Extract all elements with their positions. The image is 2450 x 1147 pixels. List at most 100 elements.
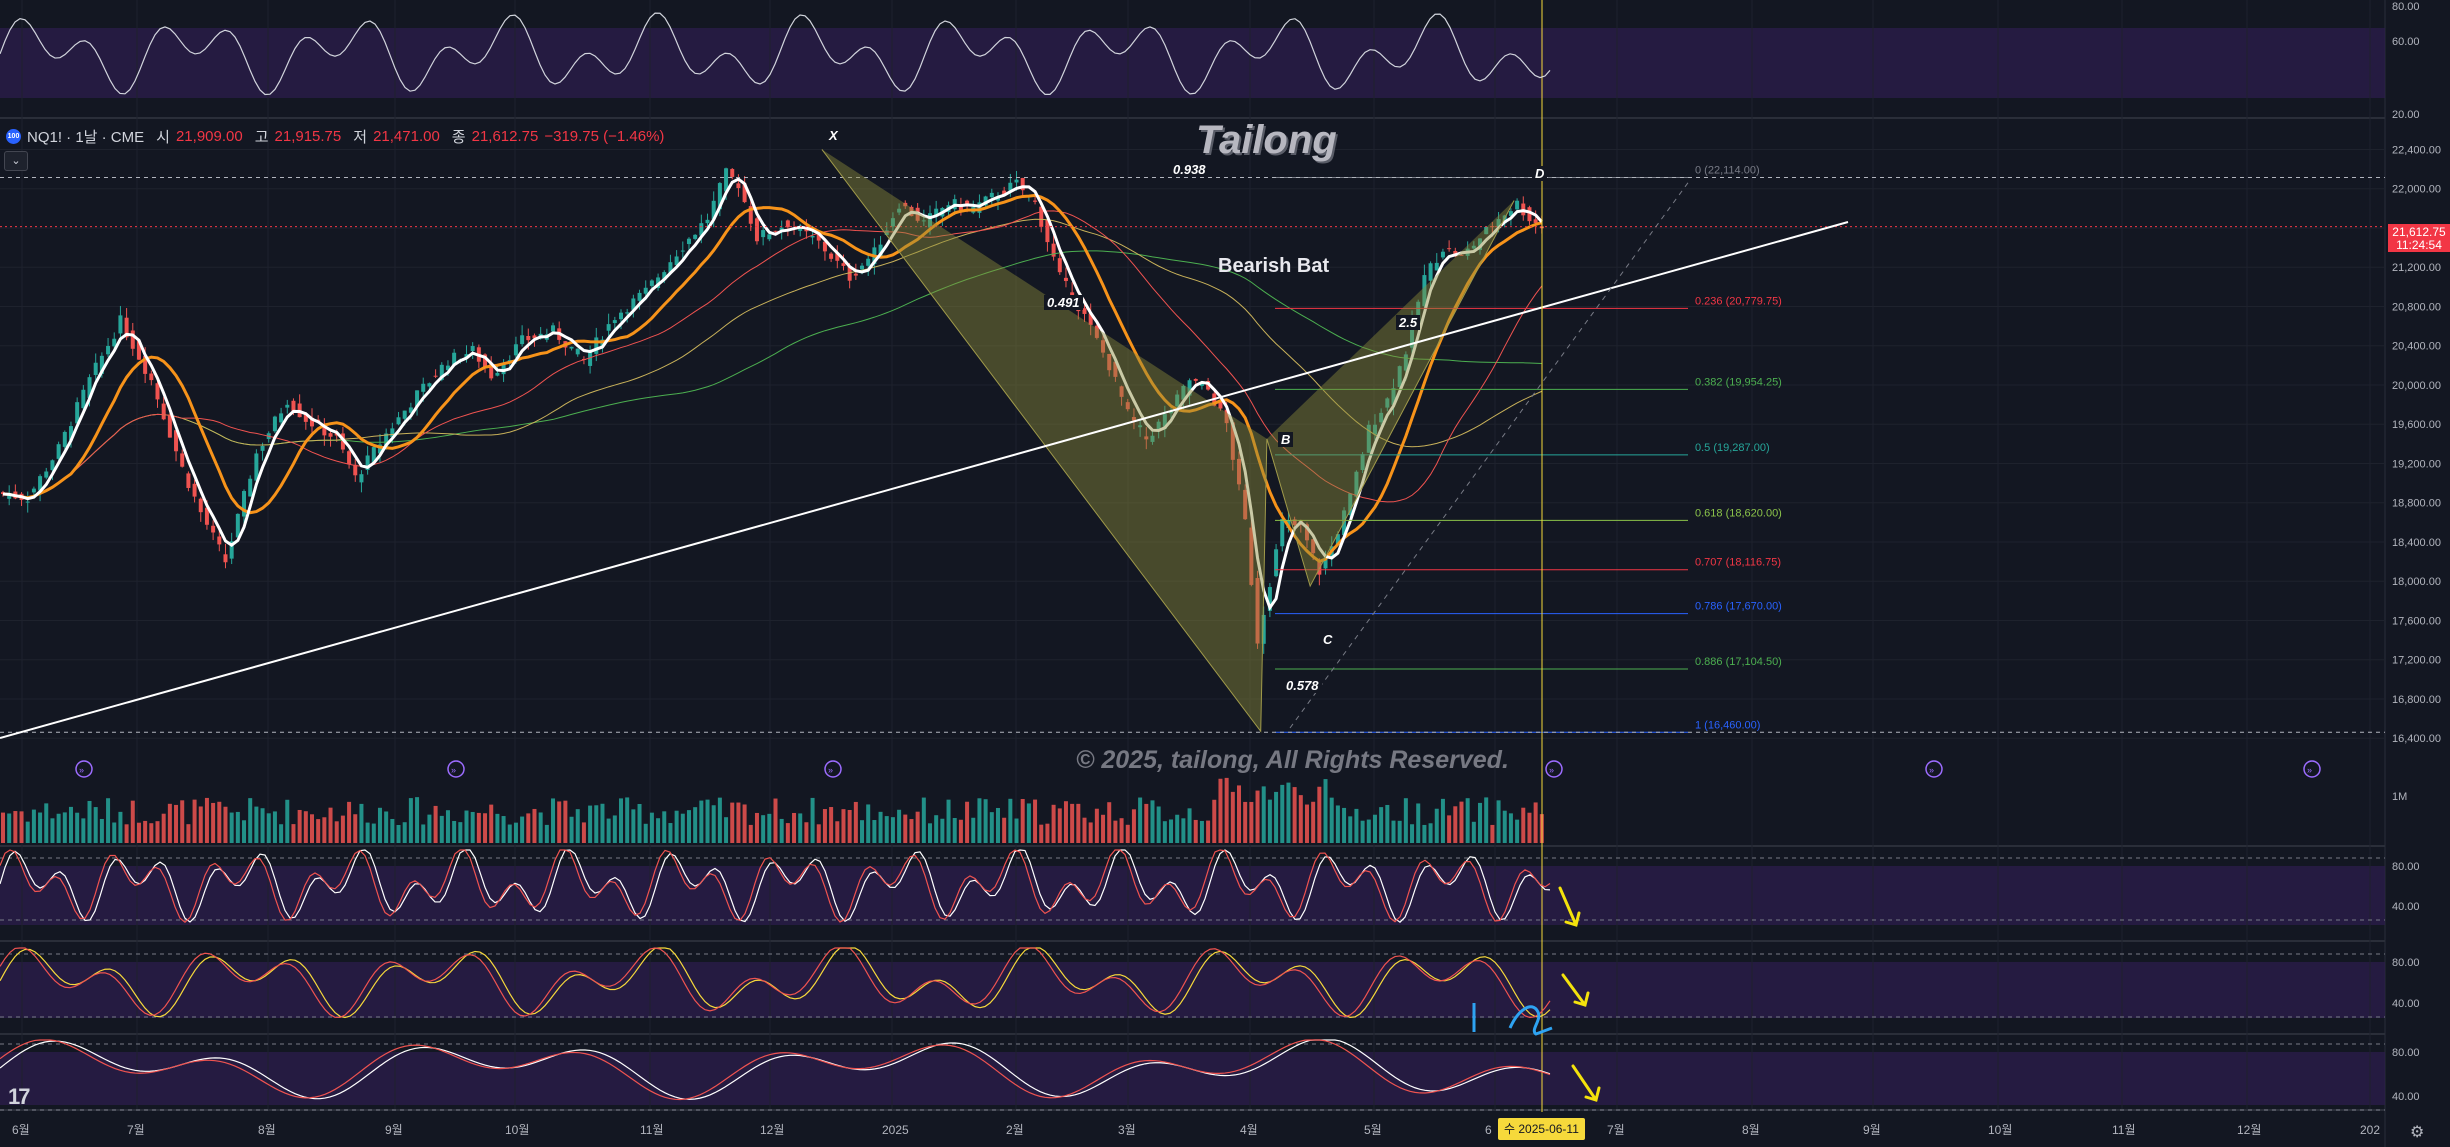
volume-bar	[730, 802, 735, 843]
candle-body	[25, 501, 30, 503]
volume-bar	[384, 811, 389, 843]
volume-bar	[1181, 818, 1186, 843]
candle-body	[452, 352, 457, 366]
gear-icon[interactable]: ⚙	[2410, 1124, 2425, 1141]
candle-body	[328, 433, 333, 437]
volume-bar	[31, 809, 36, 843]
candle-body	[1119, 386, 1124, 397]
symbol-label[interactable]: NQ1! · 1날 · CME	[27, 129, 145, 146]
candle-body	[1533, 219, 1538, 223]
candle-body	[816, 233, 821, 241]
volume-bar	[674, 810, 679, 843]
volume-bar	[1410, 824, 1415, 843]
candle-body	[347, 451, 352, 465]
price-tick-label: 19,600.00	[2392, 419, 2441, 431]
volume-bar	[1280, 784, 1285, 843]
candle-body	[1237, 458, 1241, 485]
candle-body	[520, 335, 525, 345]
volume-bar	[106, 798, 111, 843]
osc-band-2	[0, 962, 2385, 1018]
fib-level-label: 0.786 (17,670.00)	[1695, 601, 1782, 613]
candle-body	[761, 230, 766, 238]
volume-bar	[1070, 803, 1075, 843]
candle-body	[161, 403, 166, 420]
scroll-arrow-glyph: »	[451, 765, 456, 775]
volume-bar	[995, 807, 1000, 843]
volume-bar	[736, 802, 741, 843]
candle-body	[235, 513, 240, 538]
volume-bar	[1020, 799, 1025, 843]
chevron-down-icon[interactable]: ⌄	[4, 151, 28, 171]
crosshair-date-tag: 수 2025-06-11	[1498, 1118, 1585, 1140]
candle-body	[1360, 454, 1365, 470]
scroll-arrow-glyph: »	[1549, 765, 1554, 775]
volume-bar	[711, 805, 716, 843]
volume-bar	[180, 800, 185, 843]
candle-body	[1416, 301, 1421, 323]
volume-bar	[1422, 824, 1427, 843]
candle-body	[204, 507, 209, 525]
volume-bar	[804, 822, 809, 843]
volume-bar	[637, 803, 642, 843]
volume-bar	[291, 824, 296, 843]
candle-body	[254, 453, 259, 481]
volume-bar	[1391, 820, 1396, 843]
candle-body	[1175, 394, 1180, 407]
candle-body	[1150, 435, 1155, 442]
volume-bar	[452, 820, 457, 843]
candle-body	[1385, 398, 1390, 408]
volume-bar	[1478, 802, 1483, 843]
volume-bar	[779, 818, 784, 843]
candle-body	[501, 363, 506, 375]
candle-body	[606, 324, 611, 331]
volume-bar	[1187, 808, 1192, 843]
x-tick-label: 5월	[1364, 1123, 1382, 1137]
volume-bar	[1014, 818, 1019, 843]
volume-bar	[44, 803, 49, 843]
candle-body	[767, 234, 772, 240]
volume-bar	[1286, 782, 1291, 843]
candle-body	[1447, 248, 1452, 250]
volume-bar	[1156, 806, 1161, 843]
candle-body	[1187, 380, 1192, 396]
volume-bar	[1063, 801, 1068, 843]
volume-bar	[934, 815, 939, 843]
volume-bar	[1131, 809, 1136, 843]
candle-body	[396, 417, 401, 425]
x-tick-label: 8월	[258, 1123, 276, 1137]
osc-tick: 80.00	[2392, 1047, 2420, 1059]
x-tick-label: 12월	[2237, 1123, 2261, 1137]
candle-body	[106, 345, 111, 355]
volume-bar	[198, 806, 203, 843]
candle-body	[810, 236, 815, 238]
candle-body	[1459, 254, 1464, 256]
candle-body	[705, 219, 710, 224]
volume-bar	[965, 801, 970, 843]
pattern-ratio-xb: 0.491	[1044, 295, 1083, 310]
volume-bar	[316, 819, 321, 843]
osc-tick: 40.00	[2392, 998, 2420, 1010]
candle-body	[1348, 493, 1353, 516]
volume-bar	[557, 801, 562, 843]
cme-logo-icon: 100	[6, 129, 21, 144]
volume-bar	[365, 822, 370, 843]
pattern-bcd	[1266, 200, 1515, 587]
candle-body	[99, 355, 104, 374]
candle-body	[1335, 534, 1340, 546]
volume-bar	[1397, 820, 1402, 843]
candle-body	[75, 402, 80, 424]
tradingview-logo-icon[interactable]: 17	[8, 1084, 31, 1109]
candle-body	[229, 541, 234, 559]
candle-body	[174, 430, 179, 452]
pattern-ratio-ac: 0.578	[1283, 678, 1322, 693]
bar-countdown: 11:24:54	[2396, 238, 2442, 252]
price-tick-label: 22,400.00	[2392, 144, 2441, 156]
volume-bar	[526, 813, 531, 843]
candle-body	[748, 206, 753, 224]
volume-bar	[439, 815, 444, 843]
volume-bar	[149, 823, 154, 843]
candle-body	[1230, 422, 1235, 460]
volume-bar	[1304, 804, 1309, 843]
price-tick-label: 16,800.00	[2392, 694, 2441, 706]
